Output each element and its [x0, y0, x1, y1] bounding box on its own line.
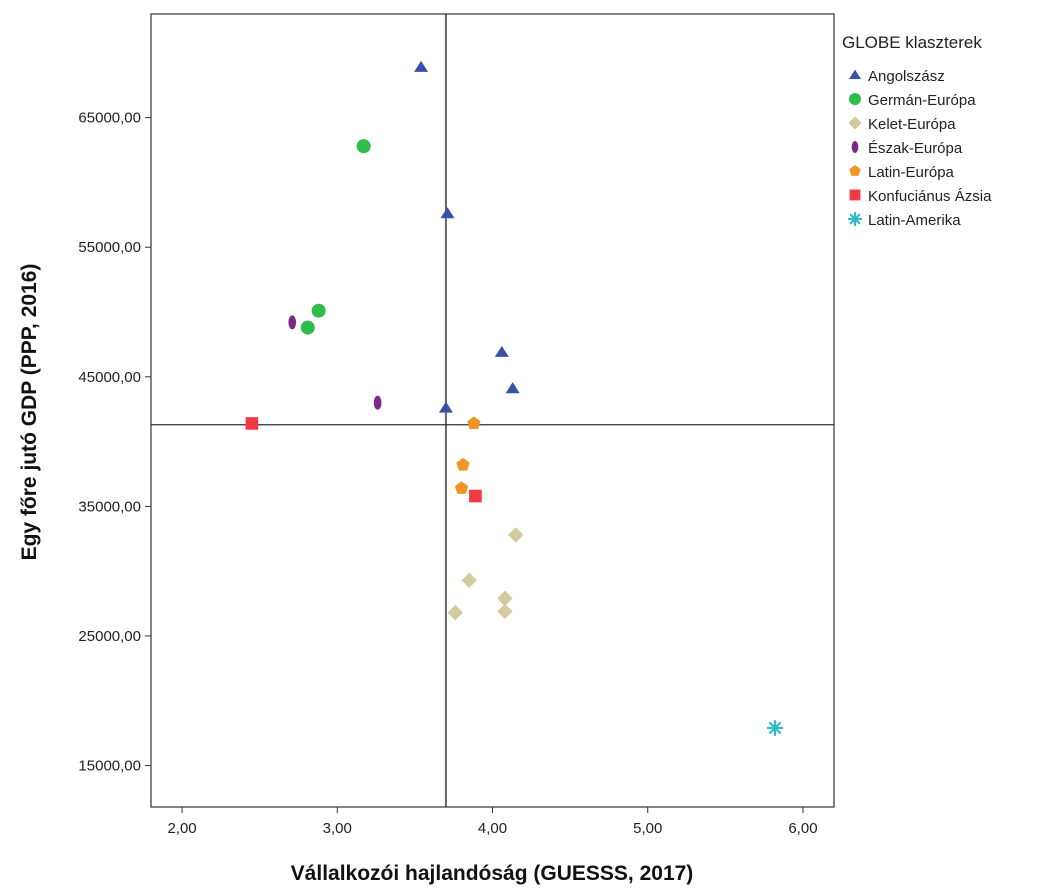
- data-point: [447, 604, 463, 621]
- legend-item: Konfuciánus Ázsia: [849, 188, 992, 205]
- legend-item: Latin-Európa: [849, 164, 955, 181]
- legend-label: Latin-Amerika: [868, 212, 961, 229]
- legend-item: Kelet-Európa: [848, 116, 956, 133]
- legend-marker: [849, 93, 861, 105]
- legend-label: Észak-Európa: [868, 140, 963, 157]
- data-point: [356, 139, 371, 154]
- data-point: [456, 457, 470, 471]
- reference-lines: [151, 14, 834, 807]
- data-point: [288, 315, 297, 330]
- legend-label: Latin-Európa: [868, 164, 955, 181]
- legend-marker: [849, 189, 861, 201]
- data-point: [494, 345, 509, 357]
- data-points: [245, 60, 784, 737]
- legend-marker: [848, 116, 862, 130]
- y-axis-title: Egy főre jutó GDP (PPP, 2016): [18, 264, 41, 561]
- legend-items: Angolszász Germán-Európa Kelet-Európa Észak…: [847, 68, 992, 229]
- legend-item: Latin-Amerika: [847, 211, 961, 229]
- legend-marker: [851, 141, 859, 153]
- x-tick-label: 4,00: [478, 820, 507, 837]
- legend-marker: [847, 211, 863, 227]
- legend-label: Kelet-Európa: [868, 116, 956, 133]
- data-point: [467, 416, 481, 430]
- x-tick-label: 6,00: [788, 820, 817, 837]
- legend-item: Germán-Európa: [849, 92, 976, 109]
- data-point: [300, 320, 315, 335]
- data-point: [505, 382, 520, 394]
- data-point: [438, 401, 453, 413]
- x-axis-ticks: 2,00 3,00 4,00 5,00 6,00: [167, 807, 818, 837]
- legend-label: Konfuciánus Ázsia: [868, 188, 992, 205]
- y-tick-label: 65000,00: [78, 110, 141, 127]
- x-tick-label: 5,00: [633, 820, 662, 837]
- data-point: [497, 603, 513, 620]
- legend-label: Germán-Európa: [868, 92, 976, 109]
- data-point: [311, 303, 326, 318]
- data-point: [440, 207, 455, 219]
- legend-label: Angolszász: [868, 68, 945, 85]
- legend-item: Észak-Európa: [851, 140, 963, 157]
- data-point: [245, 417, 259, 430]
- legend-marker: [849, 165, 861, 176]
- data-point: [766, 719, 784, 737]
- data-point: [469, 489, 482, 503]
- y-tick-label: 15000,00: [78, 758, 141, 775]
- x-tick-label: 3,00: [323, 820, 352, 837]
- y-axis-ticks: 15000,00 25000,00 35000,00 45000,00 55000,00…: [78, 110, 151, 775]
- x-tick-label: 2,00: [167, 820, 196, 837]
- plot-frame: [150, 13, 835, 808]
- x-axis-title: Vállalkozói hajlandóság (GUESSS, 2017): [291, 862, 694, 885]
- legend: GLOBE klaszterek Angolszász Germán-Európa…: [842, 33, 992, 229]
- y-tick-label: 35000,00: [78, 498, 141, 515]
- y-tick-label: 45000,00: [78, 369, 141, 386]
- y-tick-label: 55000,00: [78, 239, 141, 256]
- data-point: [497, 590, 513, 607]
- legend-title: GLOBE klaszterek: [842, 33, 982, 52]
- legend-marker: [849, 69, 861, 80]
- data-point: [414, 60, 429, 72]
- data-point: [373, 395, 382, 410]
- data-point: [461, 572, 477, 588]
- data-point: [508, 527, 524, 543]
- data-point: [454, 481, 469, 494]
- y-tick-label: 25000,00: [78, 628, 141, 645]
- legend-item: Angolszász: [849, 68, 945, 85]
